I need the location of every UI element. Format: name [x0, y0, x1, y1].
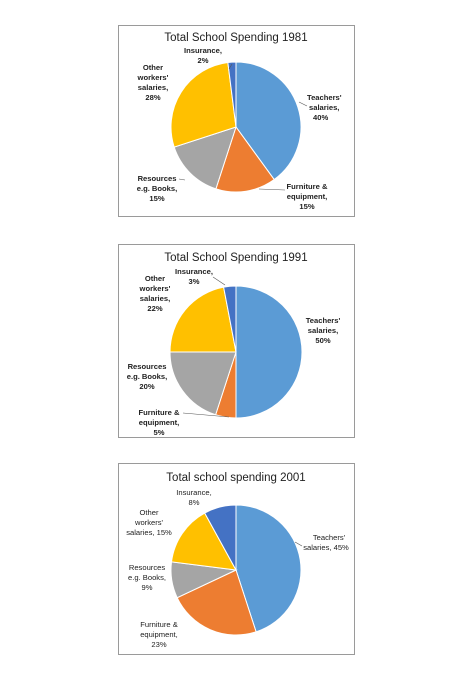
label-teachers-salaries: Teachers' salaries, 40% — [307, 93, 342, 122]
leader-line — [228, 63, 233, 70]
chart-panel-1981: Total School Spending 1981 Teachers' sala… — [118, 25, 355, 217]
label-furniture-equipment: Furniture & equipment, 15% — [287, 182, 328, 211]
label-other-workers-salaries: Other workers' salaries, 28% — [137, 63, 169, 102]
chart-title: Total School Spending 1991 — [164, 252, 307, 264]
label-insurance: Insurance, 3% — [175, 267, 213, 286]
pie-slices — [170, 504, 302, 636]
label-other-workers-salaries: Other workers' salaries, 15% — [126, 508, 172, 537]
pie-slices — [170, 61, 302, 193]
chart-panel-1991: Total School Spending 1991 Teachers' sala… — [118, 244, 355, 438]
label-furniture-equipment: Furniture & equipment, 23% — [140, 620, 178, 649]
chart-panel-2001: Total school spending 2001 Teachers' sala… — [118, 463, 355, 655]
label-other-workers-salaries: Other workers' salaries, 22% — [139, 274, 171, 313]
pie-slice-furniture-equipment — [176, 569, 257, 636]
pie-slice-teachers-salaries — [235, 285, 303, 419]
pie-slice-insurance — [227, 61, 237, 128]
label-insurance: Insurance, 2% — [184, 46, 222, 65]
leader-line — [182, 412, 230, 418]
leader-line — [178, 178, 186, 181]
label-resources-books: Resources e.g. Books, 9% — [128, 563, 166, 592]
label-furniture-equipment: Furniture & equipment, 5% — [139, 408, 180, 437]
label-teachers-salaries: Teachers' salaries, 50% — [306, 316, 341, 345]
label-resources-books: Resources e.g. Books, 20% — [127, 362, 168, 391]
leader-line — [294, 541, 303, 547]
pie-slice-insurance — [204, 504, 237, 571]
pie-chart-1991: Total School Spending 1991 Teachers' sala… — [127, 252, 341, 437]
leader-line — [298, 101, 308, 107]
pie-slice-insurance — [223, 285, 237, 353]
leader-line — [212, 276, 226, 286]
pie-chart-1981: Total School Spending 1981 Teachers' sala… — [137, 32, 342, 211]
pie-slice-furniture-equipment — [215, 125, 275, 193]
label-insurance: Insurance, 8% — [176, 488, 211, 507]
pie-slices — [169, 285, 303, 419]
pie-slice-resources-e-g-books — [169, 351, 237, 416]
chart-title: Total School Spending 1981 — [164, 32, 307, 44]
pie-slice-teachers-salaries — [235, 504, 302, 633]
label-resources-books: Resources e.g. Books, 15% — [137, 174, 178, 203]
pie-slice-teachers-salaries — [235, 61, 302, 181]
pie-slice-other-workers-salaries — [170, 512, 237, 571]
pie-slice-other-workers-salaries — [170, 61, 237, 148]
label-teachers-salaries: Teachers' salaries, 45% — [303, 533, 349, 552]
pie-chart-2001: Total school spending 2001 Teachers' sala… — [126, 472, 349, 649]
chart-title: Total school spending 2001 — [166, 472, 305, 484]
leader-line — [258, 188, 286, 191]
pie-slice-other-workers-salaries — [169, 286, 237, 353]
